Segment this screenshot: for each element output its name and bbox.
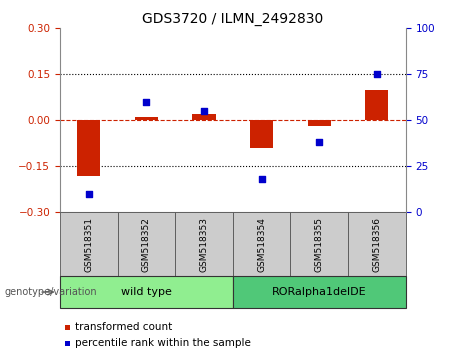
Text: GSM518356: GSM518356 — [372, 217, 381, 272]
Bar — [290, 212, 348, 276]
Point — [200, 108, 207, 114]
Text: GSM518352: GSM518352 — [142, 217, 151, 272]
Bar — [348, 212, 406, 276]
Bar — [233, 212, 290, 276]
Text: GSM518353: GSM518353 — [200, 217, 208, 272]
Bar — [193, 114, 216, 120]
Bar — [233, 276, 406, 308]
Bar — [175, 212, 233, 276]
Bar — [60, 212, 118, 276]
Point — [85, 191, 92, 197]
Text: genotype/variation: genotype/variation — [5, 287, 97, 297]
Text: RORalpha1delDE: RORalpha1delDE — [272, 287, 366, 297]
Text: GSM518355: GSM518355 — [315, 217, 324, 272]
Bar — [118, 212, 175, 276]
Bar — [60, 276, 233, 308]
Bar — [250, 120, 273, 148]
Text: percentile rank within the sample: percentile rank within the sample — [75, 338, 251, 348]
Text: GSM518351: GSM518351 — [84, 217, 93, 272]
Text: wild type: wild type — [121, 287, 172, 297]
Bar — [77, 120, 100, 176]
Title: GDS3720 / ILMN_2492830: GDS3720 / ILMN_2492830 — [142, 12, 324, 26]
Point — [258, 176, 266, 182]
Point — [315, 139, 323, 145]
Bar — [365, 90, 388, 120]
Bar — [308, 120, 331, 126]
Text: transformed count: transformed count — [75, 322, 172, 332]
Text: GSM518354: GSM518354 — [257, 217, 266, 272]
Point — [373, 72, 381, 77]
Bar — [135, 117, 158, 120]
Point — [142, 99, 150, 105]
